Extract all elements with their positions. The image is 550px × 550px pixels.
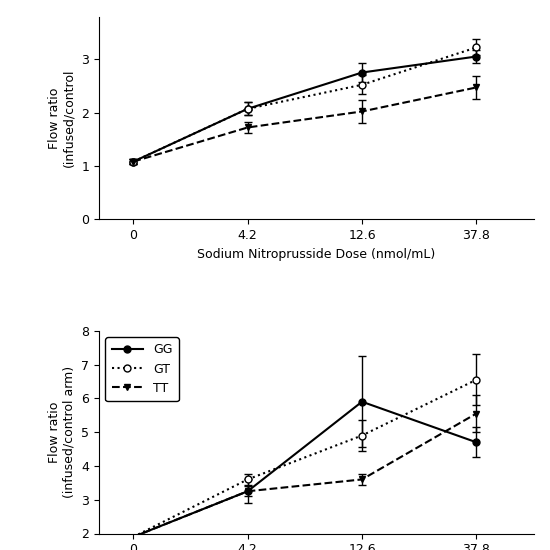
X-axis label: Sodium Nitroprusside Dose (nmol/mL): Sodium Nitroprusside Dose (nmol/mL) <box>197 248 436 261</box>
Y-axis label: Flow ratio
(infused/control: Flow ratio (infused/control <box>48 69 76 167</box>
Y-axis label: Flow ratio
(infused/control arm): Flow ratio (infused/control arm) <box>48 366 76 498</box>
Legend: GG, GT, TT: GG, GT, TT <box>105 337 179 401</box>
